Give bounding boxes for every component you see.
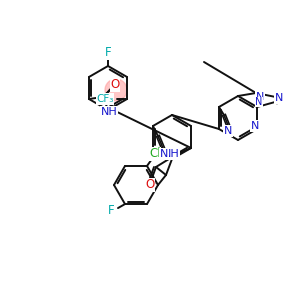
Text: N: N: [255, 97, 263, 107]
Text: N: N: [251, 121, 259, 131]
Text: NH: NH: [100, 107, 117, 117]
Text: Cl: Cl: [149, 147, 161, 161]
Text: O: O: [110, 79, 120, 92]
Text: N: N: [256, 92, 264, 102]
Text: N: N: [160, 149, 168, 159]
Text: O: O: [146, 178, 154, 191]
Text: NH: NH: [163, 149, 179, 159]
Circle shape: [105, 79, 127, 101]
Text: F: F: [105, 46, 111, 59]
Text: N: N: [224, 126, 232, 136]
Text: CF₃: CF₃: [96, 94, 114, 104]
Text: N: N: [275, 93, 283, 103]
Text: F: F: [108, 204, 114, 217]
